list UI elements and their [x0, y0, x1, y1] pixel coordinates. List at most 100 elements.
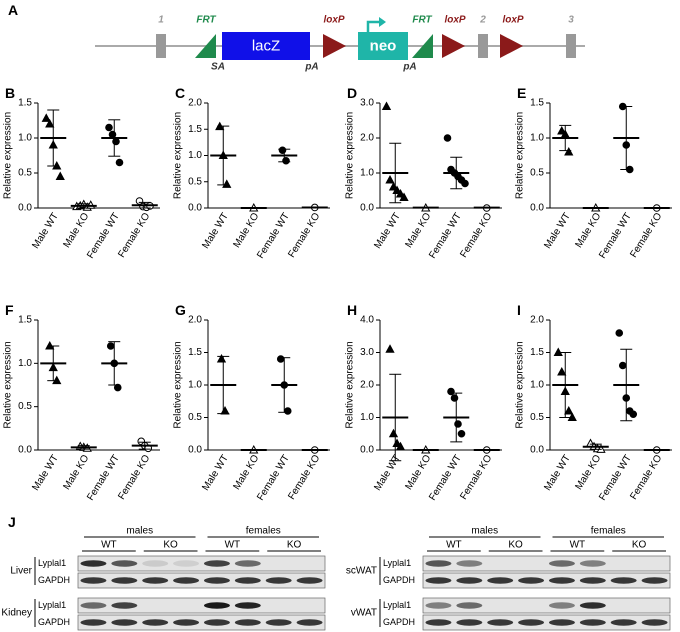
x-tick-label: Male WT [200, 211, 231, 251]
band [518, 577, 545, 584]
blot-strip [422, 614, 671, 631]
data-point [395, 441, 406, 451]
data-point [283, 407, 292, 415]
data-point [557, 366, 567, 376]
chart-panel: E Relative expression 0.0 0.5 1.0 1.5 Male WT M… [515, 85, 672, 261]
data-point [45, 118, 55, 128]
blot-panel: males females WT KO WT KO Liver Lyplal1 GAPDH Kid… [1, 526, 326, 631]
band [234, 619, 261, 626]
site-label: loxP [444, 15, 465, 26]
lacz-box [222, 32, 310, 60]
site-label: loxP [502, 15, 523, 26]
protein-label: Lyplal1 [383, 558, 411, 568]
y-tick-label: 0.5 [18, 401, 32, 412]
tissue-label: scWAT [346, 566, 377, 577]
band [487, 577, 514, 584]
band [456, 577, 483, 584]
y-tick-label: 0.5 [530, 412, 544, 423]
x-tick-label: Male WT [542, 211, 573, 251]
band [111, 619, 138, 626]
data-point [618, 361, 627, 370]
panel-label: J [8, 514, 16, 530]
y-axis-label: Relative expression [173, 112, 184, 199]
data-point [381, 101, 392, 110]
y-axis-label: Relative expression [3, 341, 14, 428]
band [296, 577, 323, 584]
y-tick-label: 0.5 [188, 176, 202, 187]
band [456, 602, 483, 609]
promoter-arrow [366, 20, 380, 32]
band [579, 619, 606, 626]
x-tick-label: Female KO [628, 453, 664, 502]
y-tick-label: 0.5 [18, 168, 32, 179]
band [610, 619, 637, 626]
blot-panel: males females WT KO WT KO scWAT Lyplal1 GAPDH vWA… [346, 526, 671, 631]
data-point [55, 171, 65, 180]
band [518, 619, 545, 626]
data-point [564, 405, 574, 415]
blot-strip [422, 572, 671, 589]
y-tick-label: 0.5 [530, 168, 544, 179]
x-tick-label: Male KO [403, 211, 433, 250]
x-tick-label: Male KO [573, 211, 603, 250]
data-point [222, 179, 232, 188]
band [142, 560, 169, 567]
x-tick-label: Female KO [458, 211, 494, 260]
panel-label: B [5, 85, 15, 101]
y-axis-label: Relative expression [515, 341, 526, 428]
y-tick-label: 0.0 [360, 445, 374, 456]
x-tick-label: Male WT [372, 453, 403, 493]
band [425, 577, 452, 584]
y-tick-label: 1.0 [188, 150, 202, 161]
genotype-label: WT [446, 540, 462, 551]
band [579, 560, 606, 567]
group-label: females [591, 526, 626, 537]
genotype-label: WT [101, 540, 117, 551]
blot-strip [77, 572, 326, 589]
exon [566, 34, 576, 58]
protein-label: GAPDH [38, 575, 70, 585]
band [579, 577, 606, 584]
data-point [115, 158, 124, 167]
band [234, 577, 261, 584]
data-point [454, 420, 462, 428]
y-tick-label: 1.5 [530, 98, 544, 109]
exon-label: 1 [158, 15, 164, 26]
band [111, 602, 138, 609]
band [425, 602, 452, 609]
x-tick-label: Male WT [542, 453, 573, 493]
cassette-label: lacZ [252, 38, 280, 55]
protein-label: GAPDH [38, 617, 70, 627]
panel-label: I [517, 302, 521, 318]
data-point [443, 134, 452, 142]
genotype-label: KO [632, 540, 647, 551]
x-tick-label: Male KO [231, 453, 261, 492]
data-point [385, 344, 395, 353]
exon-label: 2 [479, 15, 486, 26]
data-point [447, 387, 455, 396]
band [641, 577, 668, 584]
panel-label: A [8, 2, 18, 18]
band [111, 577, 138, 584]
data-point [388, 428, 399, 438]
y-tick-label: 1.5 [188, 124, 202, 135]
band [142, 619, 169, 626]
data-point [461, 179, 469, 188]
x-tick-label: Male WT [30, 453, 61, 493]
genotype-label: WT [570, 540, 586, 551]
x-tick-label: Female KO [628, 211, 664, 260]
blot-strip [422, 555, 671, 572]
y-tick-label: 0.0 [188, 445, 202, 456]
band [548, 602, 575, 609]
band [548, 560, 575, 567]
band [80, 619, 107, 626]
band [548, 619, 575, 626]
protein-label: Lyplal1 [38, 558, 66, 568]
x-tick-label: Male KO [61, 453, 91, 492]
blot-strip [77, 614, 326, 631]
y-axis-label: Relative expression [345, 112, 356, 199]
x-tick-label: Male KO [403, 453, 433, 492]
y-tick-label: 2.0 [360, 133, 374, 144]
site-label: FRT [196, 15, 216, 26]
